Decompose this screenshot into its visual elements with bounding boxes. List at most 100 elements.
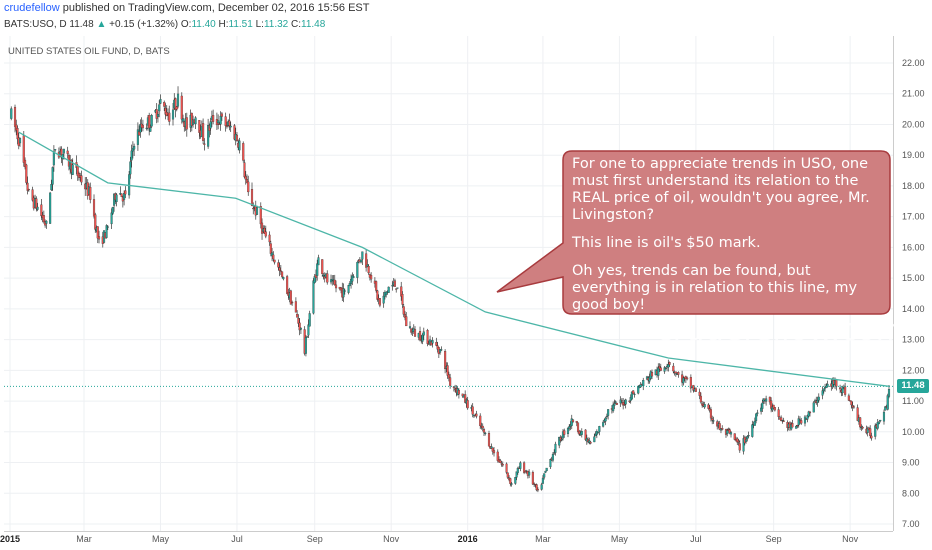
candle: [536, 487, 539, 493]
candle: [401, 291, 404, 308]
candle: [672, 362, 675, 374]
candle: [396, 287, 399, 289]
candle: [431, 337, 434, 348]
candle: [543, 473, 546, 480]
candle: [247, 175, 250, 196]
symbol-title: UNITED STATES OIL FUND, D, BATS: [8, 46, 170, 57]
y-tick-label: 7.00: [902, 519, 920, 529]
candle: [816, 396, 819, 407]
candle: [174, 97, 177, 118]
candle: [589, 441, 592, 445]
x-tick-label: Sep: [307, 534, 323, 544]
candle: [553, 449, 556, 455]
time-axis[interactable]: 2015 Mar May Jul Sep Nov 2016 Mar May Jul Sep Nov: [0, 534, 859, 544]
candle: [304, 335, 307, 357]
candle: [185, 112, 188, 137]
callout-text: For one to appreciate trends in USO, one…: [572, 156, 890, 325]
candle: [123, 190, 126, 206]
price-axis[interactable]: 22.00 21.00 20.00 19.00 18.00 17.00 16.00 15.00…: [902, 58, 925, 529]
candle: [26, 176, 29, 195]
candle: [348, 281, 351, 287]
x-tick-label: Mar: [76, 534, 92, 544]
author-link[interactable]: crudefellow: [4, 2, 60, 14]
candle: [755, 413, 758, 424]
candle: [887, 385, 891, 399]
candle: [637, 385, 640, 395]
candle: [859, 416, 862, 430]
candle: [605, 413, 608, 419]
candle: [370, 272, 373, 283]
candle: [886, 393, 889, 411]
candle: [294, 297, 297, 313]
candle: [707, 403, 710, 410]
publish-header: crudefellow published on TradingView.com…: [4, 2, 369, 14]
candle: [180, 92, 183, 124]
candle: [306, 335, 309, 338]
callout-paragraph-3: Oh yes, trends can be found, but everyth…: [572, 263, 858, 313]
price-chart[interactable]: UNITED STATES OIL FUND, D, BATS 22.00 21.…: [0, 36, 932, 550]
candle: [202, 118, 205, 145]
candle: [61, 153, 64, 166]
candle: [844, 382, 847, 397]
candle: [321, 259, 324, 277]
candle: [633, 392, 636, 398]
candle: [282, 276, 285, 281]
candle: [597, 432, 600, 434]
callout-bubble[interactable]: [496, 150, 891, 315]
candle: [632, 390, 635, 394]
candle: [551, 452, 554, 463]
candle: [499, 458, 502, 463]
candle: [36, 202, 39, 212]
ticker-label: BATS:USO, D: [4, 19, 67, 30]
candle: [884, 405, 887, 411]
candle: [500, 460, 503, 467]
candle: [464, 390, 467, 404]
candle: [263, 225, 266, 234]
candle: [175, 106, 178, 112]
candle: [94, 212, 97, 233]
candle: [296, 310, 299, 318]
y-tick-label: 21.00: [902, 89, 925, 99]
candle: [568, 424, 571, 431]
x-tick-label: May: [611, 534, 629, 544]
candle: [668, 361, 671, 367]
candle: [642, 377, 645, 391]
candle: [737, 438, 740, 446]
candle: [510, 482, 513, 487]
close-value: 11.48: [301, 19, 326, 30]
candle: [684, 375, 687, 383]
x-tick-label: 2016: [458, 534, 478, 544]
candle: [506, 472, 509, 480]
candle: [630, 391, 633, 400]
candle: [466, 396, 469, 410]
candle: [877, 421, 881, 425]
candle: [664, 366, 667, 370]
candle: [657, 363, 660, 381]
candle: [133, 143, 136, 156]
candle: [235, 131, 239, 142]
candle: [777, 406, 780, 420]
watermark: crudefellow.com: [656, 313, 906, 348]
candle: [245, 174, 249, 184]
candle: [203, 138, 206, 151]
candle: [677, 371, 680, 378]
candle: [217, 114, 220, 130]
candle: [278, 262, 281, 277]
candle: [207, 118, 210, 149]
candle: [756, 409, 759, 417]
candle: [31, 186, 34, 202]
candle: [747, 431, 750, 438]
candle: [689, 374, 692, 393]
candle: [726, 428, 729, 437]
open-label: O:: [180, 19, 192, 30]
candle: [449, 373, 452, 389]
candle: [650, 369, 654, 380]
candle: [558, 436, 561, 449]
trendline[interactable]: [18, 131, 890, 387]
y-tick-label: 8.00: [902, 488, 920, 498]
candle: [595, 429, 598, 439]
candle: [164, 103, 167, 120]
candle: [289, 289, 292, 305]
candle: [622, 398, 625, 410]
candle: [421, 333, 424, 345]
